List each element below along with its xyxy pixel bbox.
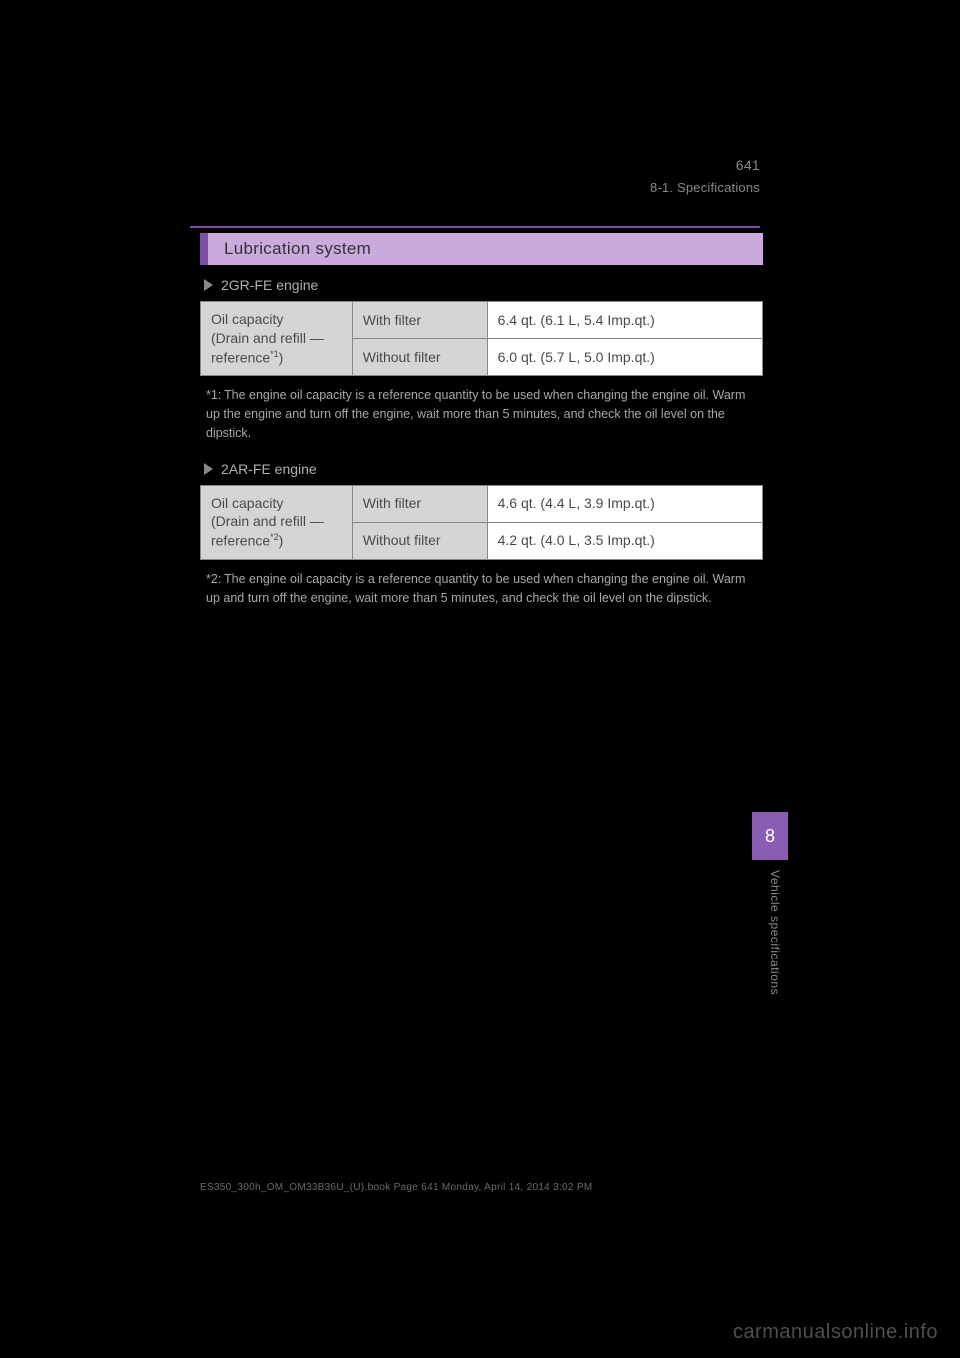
spec-table: Oil capacity (Drain and refill — referen… xyxy=(200,301,763,376)
subheading-text: 2AR-FE engine xyxy=(221,461,317,477)
cell: Without filter xyxy=(352,522,487,559)
table-row: Oil capacity (Drain and refill — referen… xyxy=(201,485,763,522)
label-text: reference xyxy=(211,533,270,549)
chevron-right-icon xyxy=(204,463,213,475)
footnote-text: The engine oil capacity is a reference q… xyxy=(206,388,745,440)
cell: 6.4 qt. (6.1 L, 5.4 Imp.qt.) xyxy=(487,302,762,339)
label-text: ) xyxy=(279,533,284,549)
section-tab: 8 xyxy=(752,812,788,860)
row-label: Oil capacity (Drain and refill — referen… xyxy=(201,485,353,559)
page-number: 641 xyxy=(736,157,760,173)
footnote: *1:The engine oil capacity is a referenc… xyxy=(200,386,763,442)
cell: 4.6 qt. (4.4 L, 3.9 Imp.qt.) xyxy=(487,485,762,522)
subheading: 2GR-FE engine xyxy=(200,277,763,293)
cell: With filter xyxy=(352,302,487,339)
section-tab-label: Vehicle specifications xyxy=(768,870,782,995)
row-label: Oil capacity (Drain and refill — referen… xyxy=(201,302,353,376)
label-text: (Drain and refill — xyxy=(211,330,324,346)
spec-table: Oil capacity (Drain and refill — referen… xyxy=(200,485,763,560)
cell: 6.0 qt. (5.7 L, 5.0 Imp.qt.) xyxy=(487,339,762,376)
superscript: *2 xyxy=(270,532,279,542)
label-text: Oil capacity xyxy=(211,495,283,511)
subheading: 2AR-FE engine xyxy=(200,461,763,477)
chevron-right-icon xyxy=(204,279,213,291)
cell: 4.2 qt. (4.0 L, 3.5 Imp.qt.) xyxy=(487,522,762,559)
superscript: *1 xyxy=(270,349,279,359)
subheading-text: 2GR-FE engine xyxy=(221,277,318,293)
table-row: Oil capacity (Drain and refill — referen… xyxy=(201,302,763,339)
section-heading: Lubrication system xyxy=(200,233,763,265)
footnote-id: *1: xyxy=(206,386,224,405)
source-file-stamp: ES350_300h_OM_OM33B36U_(U).book Page 641… xyxy=(200,1182,592,1193)
cell: Without filter xyxy=(352,339,487,376)
label-text: reference xyxy=(211,349,270,365)
cell: With filter xyxy=(352,485,487,522)
footnote-text: The engine oil capacity is a reference q… xyxy=(206,572,745,605)
page-content: Lubrication system 2GR-FE engine Oil cap… xyxy=(200,183,763,607)
footnote: *2:The engine oil capacity is a referenc… xyxy=(200,570,763,608)
footnote-id: *2: xyxy=(206,570,224,589)
label-text: Oil capacity xyxy=(211,311,283,327)
watermark: carmanualsonline.info xyxy=(733,1321,938,1344)
label-text: (Drain and refill — xyxy=(211,513,324,529)
label-text: ) xyxy=(279,349,284,365)
